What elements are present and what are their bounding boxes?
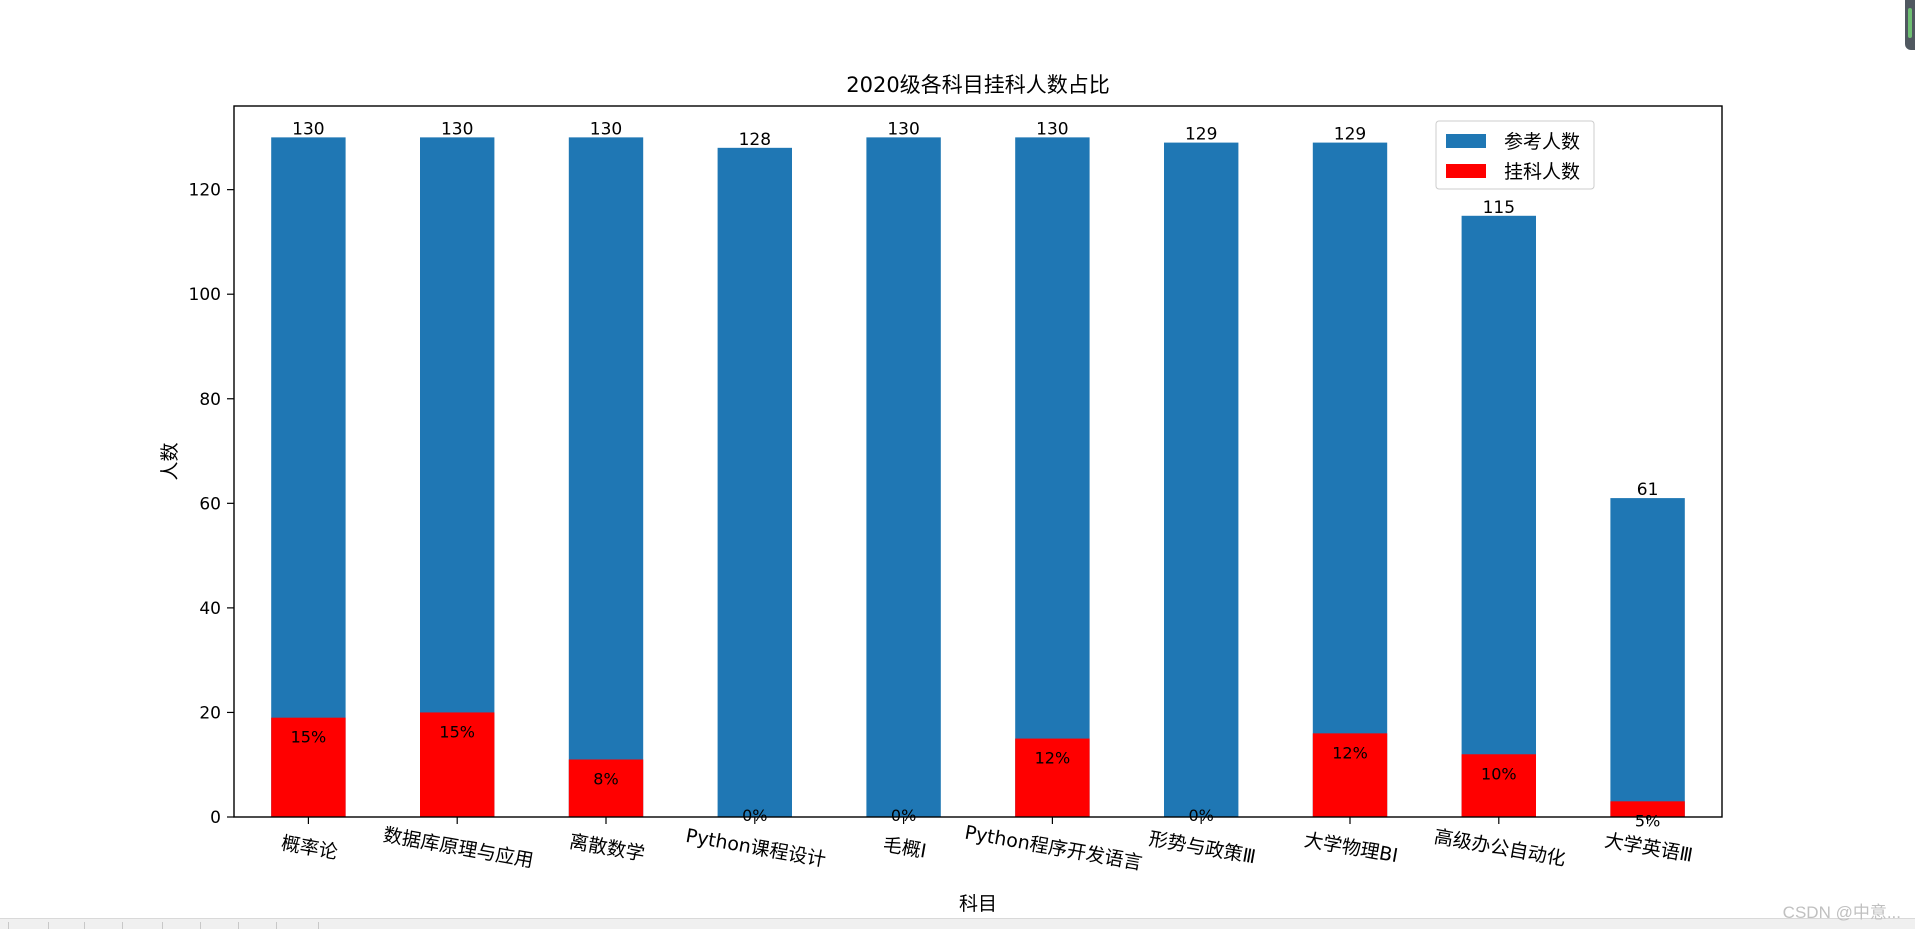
data-label-total: 130 [441,119,473,139]
data-label-fail: 15% [439,722,475,741]
data-label-fail: 12% [1332,743,1368,762]
y-tick-label: 0 [210,808,221,828]
data-label-fail: 15% [291,728,327,747]
y-tick-label: 40 [199,599,221,619]
data-label-total: 130 [292,119,324,139]
x-tick-label: 概率论 [279,832,339,864]
bar-total [1015,137,1090,817]
legend-label: 挂科人数 [1504,161,1580,183]
bar-total [717,147,792,817]
bar-total [1164,142,1239,817]
x-axis-label: 科目 [959,893,997,915]
data-label-total: 128 [739,130,771,150]
bar-fail [1461,754,1536,817]
x-tick-label: Python程序开发语言 [963,822,1144,875]
y-axis-label: 人数 [159,442,181,480]
data-label-total: 61 [1637,480,1659,500]
data-label-total: 130 [590,119,622,139]
x-tick-label: 形势与政策Ⅲ [1147,828,1257,868]
data-label-fail: 8% [593,769,618,788]
legend-swatch [1446,134,1486,148]
x-tick-label: 大学英语Ⅲ [1603,830,1695,867]
data-label-total: 130 [1036,119,1068,139]
x-tick-label: Python课程设计 [684,825,828,871]
watermark: CSDN @中意... [1782,903,1901,922]
legend-label: 参考人数 [1504,131,1580,153]
x-tick-label: 数据库原理与应用 [381,824,535,872]
data-label-total: 115 [1483,198,1515,218]
data-label-total: 129 [1334,125,1366,145]
x-tick-label: 离散数学 [568,831,647,866]
bar-total [1610,498,1685,817]
bar-fail [1312,733,1388,817]
data-label-fail: 10% [1481,764,1517,783]
bar-total [1312,142,1388,817]
bar-fail [1610,801,1685,817]
data-label-fail: 0% [1189,806,1214,825]
bar-total [866,137,941,817]
x-tick-label: 大学物理BⅠ [1303,829,1400,867]
bar-fail [420,712,495,817]
y-tick-label: 100 [189,285,221,305]
plot-frame [233,105,1723,818]
y-tick-label: 20 [199,703,221,723]
bar-total [568,137,644,817]
bar-total [1461,215,1536,818]
toolbar-strip [0,918,1915,929]
legend-swatch [1446,164,1486,178]
x-tick-label: 毛概Ⅰ [881,833,928,862]
scroll-grip-icon [1908,8,1912,38]
data-label-total: 130 [887,119,919,139]
bar-total [420,137,495,817]
y-tick-label: 60 [199,494,221,514]
data-label-fail: 12% [1035,749,1071,768]
scroll-handle[interactable] [1905,0,1915,50]
chart-title: 2020级各科目挂科人数占比 [846,73,1109,97]
data-label-fail: 0% [742,806,767,825]
data-label-total: 129 [1185,125,1217,145]
y-tick-label: 120 [189,181,221,201]
x-tick-label: 高级办公自动化 [1432,826,1567,871]
y-tick-label: 80 [199,390,221,410]
bar-fail [568,759,644,817]
data-label-fail: 0% [891,806,916,825]
bar-total [271,137,346,817]
bar-fail [1015,738,1090,817]
bar-fail [271,717,346,817]
